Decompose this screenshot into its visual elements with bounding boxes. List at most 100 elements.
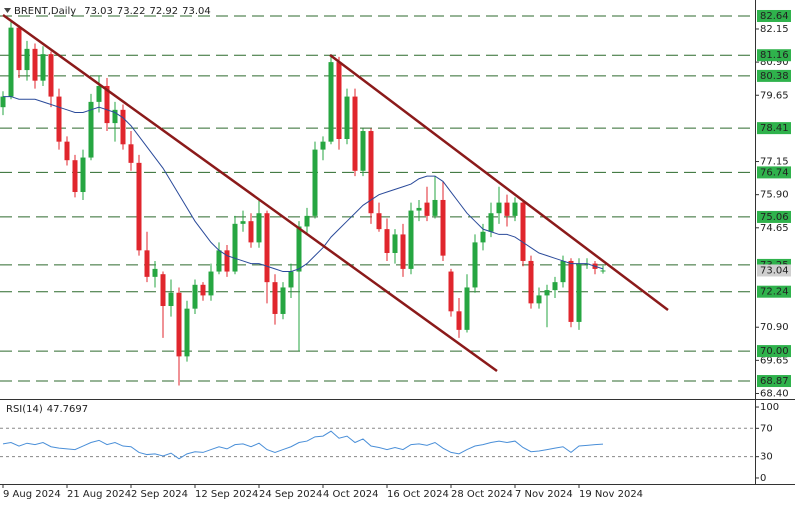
candle-body [160,274,166,307]
candle-body [248,221,254,243]
candle-body [432,199,438,216]
candle-body [152,268,158,277]
candle-body [408,210,414,269]
trendline [329,54,669,311]
candle-body [576,263,582,322]
x-tick-label: 19 Nov 2024 [579,489,643,500]
candle-body [464,287,470,330]
candle-body [320,141,326,150]
candle-body [24,48,30,71]
candle-body [56,96,62,142]
current-price-label: 73.04 [760,265,789,276]
level-label: 72.24 [760,287,789,298]
x-tick-label: 4 Oct 2024 [323,489,378,500]
level-label-box [757,210,791,223]
candle-body [136,162,142,251]
level-label: 70.00 [760,346,789,357]
candle-body [416,207,422,211]
y-tick-label: 82.15 [760,24,789,35]
price-axis: 82.15 80.90 79.65 77.15 75.90 74.65 70.90 69.65… [755,9,791,399]
candle-body [32,48,38,81]
x-tick-label: 12 Sep 2024 [195,489,258,500]
candle-body [536,295,542,304]
moving-average [3,96,604,273]
y-tick-label: 70.90 [760,322,789,333]
candle-body [400,234,406,269]
candle-body [256,213,262,243]
trendlines [2,13,669,373]
candle-body [568,260,574,322]
candle-body [272,282,278,314]
y-tick-label: 77.15 [760,157,789,168]
low-value: 72.92 [149,6,178,17]
level-label-box [757,49,791,62]
candle-body [288,271,294,288]
candle-body [48,54,54,97]
candle-body [232,223,238,272]
candle-body [16,27,22,71]
x-tick-label: 21 Aug 2024 [67,489,131,500]
candle-body [544,290,550,296]
rsi-line [2,430,604,460]
candle-body [528,260,534,304]
chart-title: BRENT,Daily [14,6,76,17]
candle-body [8,27,14,97]
level-label-box [757,9,791,22]
x-tick-label: 7 Nov 2024 [515,489,573,500]
candle-body [144,250,150,277]
candle-body [184,308,190,357]
candle-body [456,311,462,330]
candle-body [80,157,86,193]
candle-body [0,96,6,108]
y-tick-label: 69.65 [760,355,789,366]
candle-body [88,101,94,158]
candle-body [352,96,358,171]
candle-body [200,284,206,296]
x-tick-label: 2 Sep 2024 [131,489,188,500]
close-value: 73.04 [182,6,211,17]
x-tick-label: 9 Aug 2024 [3,489,61,500]
candle-body [520,202,526,261]
level-label: 81.16 [760,50,789,61]
candle-body [40,54,46,81]
candle-body [504,202,510,216]
candle-body [368,131,374,214]
rsi-tick-label: 70 [760,423,773,434]
level-label-box [757,375,791,388]
candle-body [128,144,134,163]
collapse-icon [4,8,11,13]
rsi-title: RSI(14) [6,404,43,415]
high-value: 73.22 [117,6,146,17]
candle-body [448,271,454,312]
rsi-tick-label: 30 [760,452,773,463]
level-label: 80.38 [760,71,789,82]
header: BRENT,Daily 73.03 73.22 72.92 73.04 RSI(… [4,6,211,415]
candle-body [480,231,486,243]
current-price-box [757,264,791,277]
candle-body [312,149,318,216]
y-tick-label: 74.65 [760,223,789,234]
candle-body [512,202,518,216]
open-value: 73.03 [84,6,113,17]
x-tick-label: 16 Oct 2024 [387,489,449,500]
candle-body [472,242,478,288]
rsi-tick-label: 100 [760,402,779,413]
candle-body [240,221,246,224]
candle-body [360,131,366,171]
rsi-value: 47.7697 [47,404,88,415]
trendline [2,13,498,373]
candle-body [192,284,198,309]
candle-body [336,62,342,139]
candle-body [280,287,286,314]
y-tick-label: 68.40 [760,388,789,399]
candle-body [376,213,382,230]
candle-body [440,199,446,256]
candle-body [224,250,230,272]
candle-body [64,141,70,161]
candle-body [72,160,78,193]
candle-body [344,96,350,139]
level-label: 78.41 [760,123,789,134]
level-label-box [757,122,791,135]
